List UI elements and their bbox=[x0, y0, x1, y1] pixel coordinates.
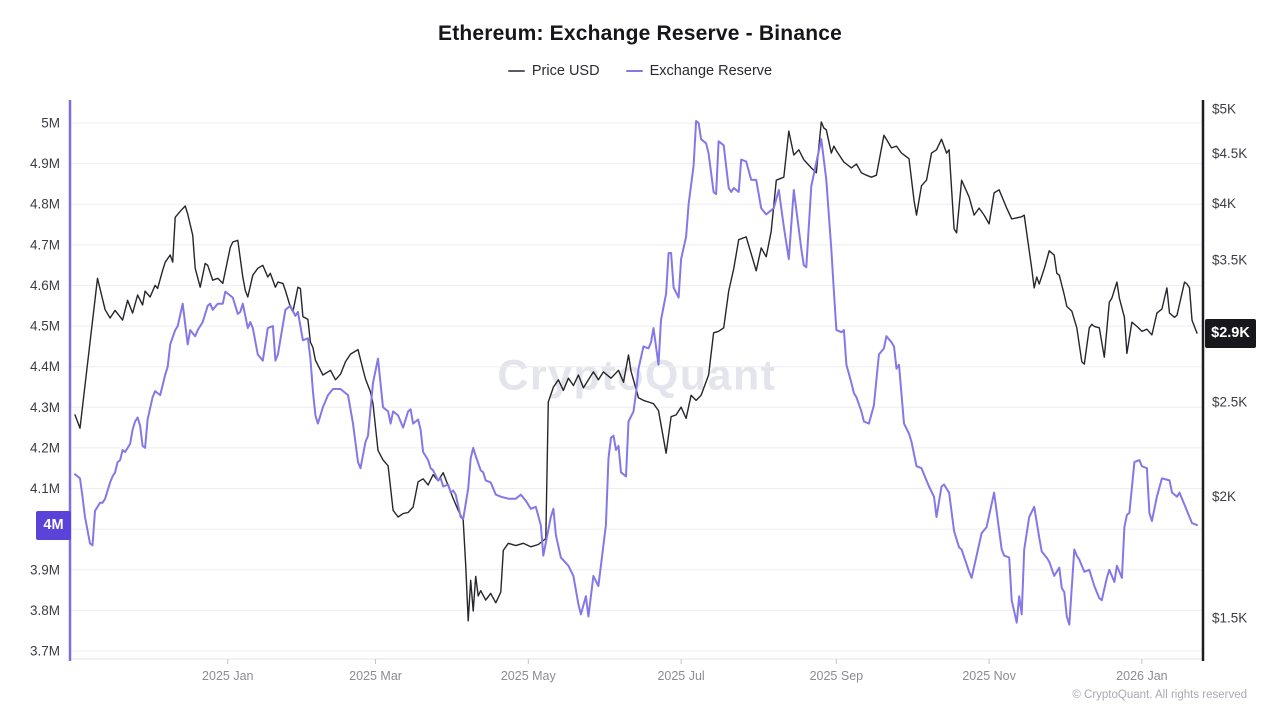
right-axis-tick-label: $2.5K bbox=[1212, 395, 1247, 410]
legend-label-price-usd: Price USD bbox=[531, 63, 600, 79]
chart-title: Ethereum: Exchange Reserve - Binance bbox=[437, 22, 843, 45]
price-line bbox=[74, 121, 1198, 622]
left-axis-tick-label: 4.1M bbox=[30, 481, 60, 496]
left-axis-tick-label: 4.6M bbox=[30, 278, 60, 293]
legend-item-price-usd[interactable]: Price USD bbox=[507, 63, 600, 79]
x-axis-tick-label: 2026 Jan bbox=[1116, 669, 1167, 683]
reserve-line bbox=[74, 120, 1198, 626]
left-axis-tick-label: 4.7M bbox=[30, 237, 60, 252]
x-axis-tick-label: 2025 Jan bbox=[202, 669, 253, 683]
x-axis-tick-label: 2025 Nov bbox=[962, 669, 1016, 683]
legend: Price USD Exchange Reserve bbox=[0, 63, 1280, 79]
price-line-swatch bbox=[507, 69, 525, 73]
right-axis-tick-label: $3.5K bbox=[1212, 252, 1247, 267]
right-axis-tick-label: $4K bbox=[1212, 196, 1236, 211]
left-axis-tick-label: 3.7M bbox=[30, 644, 60, 659]
left-axis-tick-label: 3.8M bbox=[30, 603, 60, 618]
right-axis-tick-label: $1.5K bbox=[1212, 611, 1247, 626]
left-axis-tick-label: 4.9M bbox=[30, 156, 60, 171]
left-axis-tick-label: 4.3M bbox=[30, 400, 60, 415]
copyright: © CryptoQuant. All rights reserved bbox=[1072, 689, 1247, 701]
x-axis-tick-label: 2025 Sep bbox=[810, 669, 864, 683]
price-current-value-badge: $2.9K bbox=[1205, 319, 1256, 348]
left-axis-tick-label: 4.2M bbox=[30, 440, 60, 455]
left-axis-tick-label: 4.4M bbox=[30, 359, 60, 374]
x-axis-tick-label: 2025 May bbox=[501, 669, 557, 683]
left-axis-tick-label: 4.5M bbox=[30, 319, 60, 334]
left-axis-tick-label: 3.9M bbox=[30, 562, 60, 577]
x-axis-tick-label: 2025 Mar bbox=[349, 669, 402, 683]
right-axis-tick-label: $4.5K bbox=[1212, 146, 1247, 161]
left-axis-tick-label: 5M bbox=[41, 116, 60, 131]
right-axis-tick-label: $2K bbox=[1212, 489, 1236, 504]
legend-item-exchange-reserve[interactable]: Exchange Reserve bbox=[625, 63, 773, 79]
right-axis-tick-label: $5K bbox=[1212, 102, 1236, 117]
legend-label-exchange-reserve: Exchange Reserve bbox=[649, 63, 773, 79]
reserve-current-value-badge: 4M bbox=[36, 511, 71, 540]
exchange-reserve-line-swatch bbox=[625, 69, 643, 73]
x-axis-tick-label: 2025 Jul bbox=[657, 669, 704, 683]
left-axis-tick-label: 4.8M bbox=[30, 197, 60, 212]
